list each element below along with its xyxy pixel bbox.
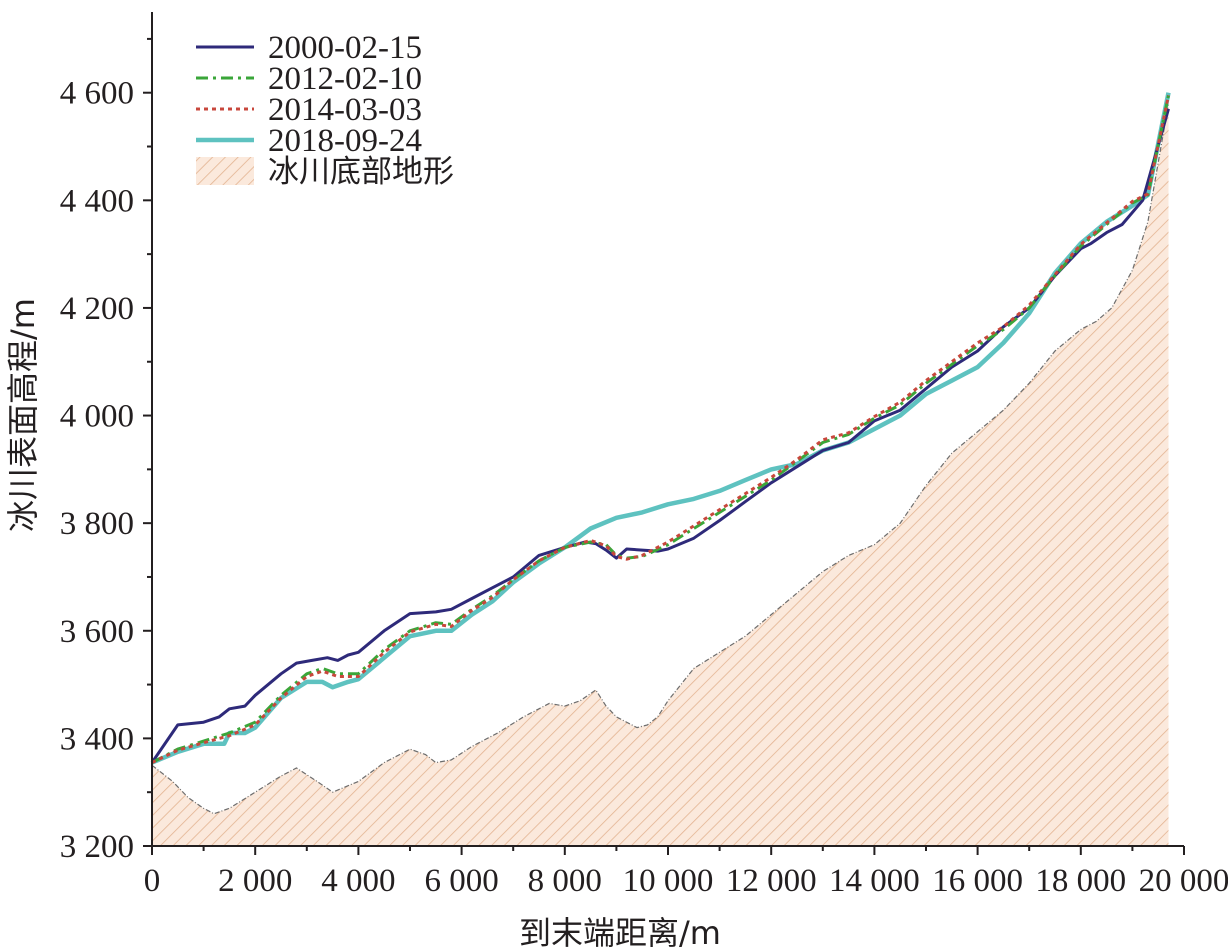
- x-tick-label: 10 000: [623, 863, 714, 899]
- y-tick-label: 3 600: [60, 614, 134, 650]
- ticks-layer: 0 2 000 4 000 6 000 8 000 10 000 12 000 14 000 1…: [60, 37, 1228, 899]
- x-tick-label: 20 000: [1139, 863, 1228, 899]
- x-tick-label: 8 000: [528, 863, 602, 899]
- series-line-2014-03-03: [151, 95, 1170, 764]
- x-tick-label: 18 000: [1035, 863, 1126, 899]
- y-tick-label: 3 400: [60, 721, 134, 757]
- legend-label-bed-topography: 冰川底部地形: [268, 154, 454, 190]
- y-tick-label: 4 000: [60, 399, 134, 435]
- legend-swatch-bed-topography: [196, 157, 254, 185]
- legend-label-2000-02-15: 2000-02-15: [268, 30, 422, 66]
- y-tick-label: 3 200: [60, 829, 134, 865]
- surface-lines-layer: [150, 92, 1171, 765]
- legend-label-2012-02-10: 2012-02-10: [268, 61, 422, 97]
- y-tick-label: 4 200: [60, 291, 134, 327]
- bed-topography-area: [152, 103, 1169, 847]
- y-tick-label: 4 400: [60, 183, 134, 219]
- y-tick-label: 4 600: [60, 76, 134, 112]
- bed-topography-outline: [151, 103, 1170, 815]
- x-axis-title: 到末端距离/m: [519, 914, 721, 951]
- legend-label-2018-09-24: 2018-09-24: [268, 123, 422, 159]
- x-tick-label: 16 000: [932, 863, 1023, 899]
- legend: 2000-02-152012-02-102014-03-032018-09-24…: [196, 30, 454, 190]
- x-tick-label: 12 000: [726, 863, 817, 899]
- series-line-2018-09-24: [151, 92, 1171, 765]
- legend-label-2014-03-03: 2014-03-03: [268, 92, 422, 128]
- x-tick-label: 14 000: [829, 863, 920, 899]
- x-tick-label: 0: [144, 863, 161, 899]
- y-axis-title: 冰川表面高程/m: [4, 298, 42, 532]
- bed-topography-layer: [151, 103, 1170, 847]
- x-tick-label: 6 000: [424, 863, 498, 899]
- x-tick-label: 2 000: [218, 863, 292, 899]
- y-tick-label: 3 800: [60, 506, 134, 542]
- x-tick-label: 4 000: [321, 863, 395, 899]
